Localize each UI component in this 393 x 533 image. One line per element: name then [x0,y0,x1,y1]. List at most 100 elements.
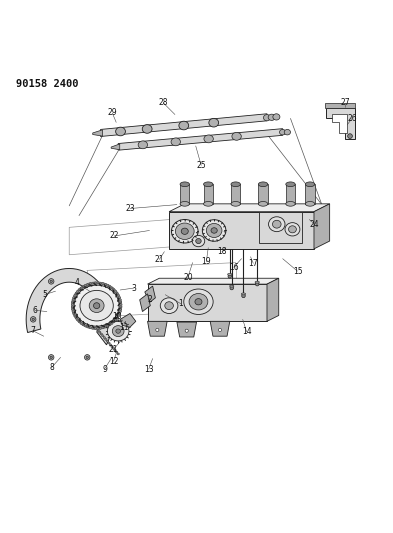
Polygon shape [314,204,330,249]
Ellipse shape [255,282,259,286]
Polygon shape [147,321,167,336]
Ellipse shape [77,319,79,321]
Text: 2: 2 [147,295,152,304]
Ellipse shape [50,356,52,359]
Text: 17: 17 [248,259,258,268]
Ellipse shape [184,289,213,314]
Ellipse shape [114,319,117,321]
Ellipse shape [77,290,79,292]
Ellipse shape [72,301,74,303]
Ellipse shape [111,346,113,348]
Text: 1: 1 [178,299,183,308]
Ellipse shape [219,328,222,332]
Ellipse shape [263,115,270,121]
Ellipse shape [288,226,296,233]
Text: 24: 24 [310,220,320,229]
Polygon shape [267,278,279,321]
Ellipse shape [231,182,241,187]
Ellipse shape [108,342,110,344]
Ellipse shape [73,313,75,315]
Ellipse shape [87,326,89,328]
Ellipse shape [115,321,118,322]
Ellipse shape [104,326,107,328]
Ellipse shape [72,299,74,301]
Text: 18: 18 [217,247,227,256]
Ellipse shape [108,324,110,326]
Ellipse shape [104,325,107,327]
Ellipse shape [180,182,189,187]
Ellipse shape [99,331,101,333]
Ellipse shape [179,121,189,130]
Ellipse shape [268,217,285,232]
Ellipse shape [230,285,234,287]
Ellipse shape [113,288,115,290]
Ellipse shape [103,337,105,338]
Ellipse shape [231,201,241,206]
Ellipse shape [89,282,92,285]
Ellipse shape [97,328,99,330]
Ellipse shape [171,220,198,243]
Ellipse shape [109,344,112,346]
Ellipse shape [119,301,122,303]
Polygon shape [305,184,315,204]
Ellipse shape [120,303,122,305]
Ellipse shape [94,282,97,284]
Ellipse shape [80,322,83,325]
Ellipse shape [142,125,152,133]
Ellipse shape [117,320,119,322]
Ellipse shape [74,315,76,317]
Ellipse shape [116,317,118,319]
Ellipse shape [242,294,245,297]
Ellipse shape [232,132,241,140]
Ellipse shape [100,333,103,335]
Ellipse shape [286,182,295,187]
Ellipse shape [97,327,99,329]
Ellipse shape [204,201,213,206]
Text: 4: 4 [75,278,79,287]
Text: 13: 13 [144,365,154,374]
Ellipse shape [84,354,90,360]
Ellipse shape [228,273,232,276]
Ellipse shape [82,324,84,326]
Ellipse shape [48,354,54,360]
Text: 29: 29 [108,109,117,117]
Text: 26: 26 [347,114,357,123]
Ellipse shape [209,118,219,127]
Ellipse shape [285,223,300,236]
Ellipse shape [109,286,111,287]
Text: 3: 3 [131,284,136,293]
Polygon shape [26,269,112,345]
Polygon shape [259,212,302,243]
Ellipse shape [112,326,124,337]
Ellipse shape [258,182,268,187]
Ellipse shape [116,127,125,136]
Ellipse shape [104,284,107,285]
Ellipse shape [286,201,295,206]
Polygon shape [111,144,120,150]
Ellipse shape [116,292,118,294]
Polygon shape [325,103,355,108]
Ellipse shape [84,325,87,327]
Ellipse shape [116,351,118,353]
Text: 27: 27 [340,98,350,107]
Ellipse shape [75,317,77,319]
Ellipse shape [99,282,102,284]
Ellipse shape [113,321,116,324]
Ellipse shape [348,134,353,139]
Polygon shape [118,128,283,150]
Ellipse shape [75,292,77,294]
Ellipse shape [114,349,116,351]
Ellipse shape [95,327,98,329]
Ellipse shape [111,287,113,289]
Ellipse shape [165,302,173,310]
Text: 19: 19 [202,257,211,266]
Text: 9: 9 [102,365,107,374]
Text: 22: 22 [110,231,119,240]
Polygon shape [147,278,279,284]
Ellipse shape [119,311,121,312]
Ellipse shape [72,308,74,310]
Ellipse shape [100,327,103,329]
Ellipse shape [73,296,75,298]
Text: 11: 11 [119,322,129,332]
Ellipse shape [102,327,104,329]
